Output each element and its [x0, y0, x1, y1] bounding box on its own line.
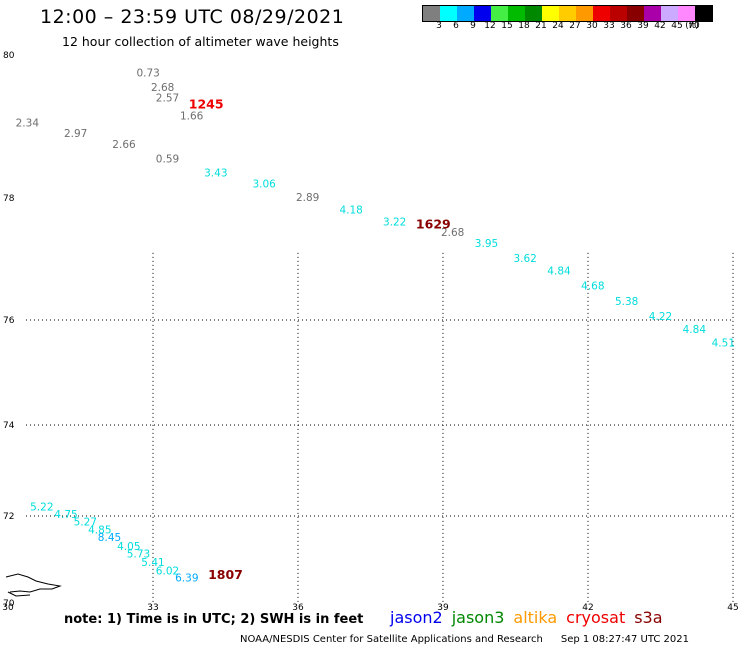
wave-height-label: 6.39 [175, 572, 198, 584]
wave-height-label: 3.22 [383, 216, 406, 228]
latitude-label: 74 [3, 421, 15, 431]
legend-label: 24 [552, 21, 564, 31]
legend-label: 6 [453, 21, 459, 31]
wave-height-label: 4.05 [117, 541, 140, 553]
legend-swatch [474, 6, 491, 21]
wave-height-label: 4.68 [581, 281, 604, 293]
wave-height-label: 4.22 [649, 311, 672, 323]
wave-height-label: 5.27 [74, 517, 97, 529]
wave-height-label: 4.75 [54, 509, 77, 521]
latitude-label: 70 [3, 599, 15, 609]
page-title: 12:00 – 23:59 UTC 08/29/2021 [40, 6, 345, 28]
wave-height-label: 4.85 [88, 524, 111, 536]
wave-height-label: 4.84 [683, 324, 707, 336]
wave-height-label: 1.66 [180, 110, 204, 122]
satellite-name-cryosat: cryosat [566, 608, 626, 627]
wave-height-label: 4.84 [547, 265, 571, 277]
legend-label: 45 [671, 21, 683, 31]
legend-unit: (ft) [685, 21, 699, 31]
coastline [5, 573, 62, 593]
longitude-label: 39 [437, 603, 449, 613]
legend-label: 3 [436, 21, 442, 31]
wave-height-label: 5.73 [127, 548, 150, 560]
latitude-label: 78 [3, 194, 15, 204]
wave-height-label: 4.18 [339, 204, 362, 216]
legend-label: 70 [688, 21, 700, 31]
pass-time-label: 1807 [208, 567, 243, 582]
legend-swatch [457, 6, 474, 21]
legend-label: 42 [654, 21, 666, 31]
legend-swatch [440, 6, 457, 21]
legend-swatch [593, 6, 610, 21]
color-legend-bar [422, 5, 713, 22]
pass-time-label: 1245 [189, 97, 224, 112]
wave-height-label: 6.02 [156, 566, 179, 578]
legend-swatch [525, 6, 542, 21]
footer: NOAA/NESDIS Center for Satellite Applica… [240, 634, 689, 645]
wave-height-label: 2.89 [296, 192, 319, 204]
legend-swatch [576, 6, 593, 21]
satellite-name-jason3: jason3 [451, 608, 505, 627]
legend-swatch [491, 6, 508, 21]
wave-height-label: 2.97 [64, 128, 87, 140]
wave-height-label: 3.62 [513, 253, 536, 265]
legend-label: 33 [603, 21, 615, 31]
wave-height-label: 2.57 [156, 92, 179, 104]
legend-label: 12 [484, 21, 496, 31]
legend-swatch [661, 6, 678, 21]
page-subtitle: 12 hour collection of altimeter wave hei… [62, 34, 339, 49]
pass-time-label: 1629 [416, 217, 451, 232]
legend-swatch [423, 6, 440, 21]
wave-height-label: 2.34 [16, 118, 40, 130]
wave-height-label: 4.51 [712, 337, 735, 349]
legend-label: 27 [569, 21, 581, 31]
longitude-label: 45 [727, 603, 738, 613]
legend-swatch [610, 6, 627, 21]
longitude-label: 33 [147, 603, 158, 613]
legend-swatch [542, 6, 559, 21]
note-text: note: 1) Time is in UTC; 2) SWH is in fe… [64, 612, 364, 627]
longitude-label: 42 [582, 603, 593, 613]
wave-height-label: 8.45 [98, 532, 121, 544]
wave-height-label: 0.59 [156, 153, 179, 165]
legend-swatch [695, 6, 712, 21]
legend-label: 36 [620, 21, 632, 31]
wave-height-label: 5.38 [615, 296, 638, 308]
legend-label: 18 [518, 21, 530, 31]
satellite-name-altika: altika [513, 608, 558, 627]
latitude-label: 80 [3, 51, 15, 61]
wave-height-label: 3.43 [204, 168, 227, 180]
legend-swatch [559, 6, 576, 21]
wave-height-label: 2.66 [112, 139, 136, 151]
satellite-name-s3a: s3a [634, 608, 663, 627]
latitude-label: 76 [3, 316, 15, 326]
satellite-name-jason2: jason2 [390, 608, 443, 627]
satellite-legend: jason2 jason3 altika cryosat s3a [390, 608, 672, 627]
wave-height-label: 2.68 [441, 227, 464, 239]
legend-swatch [508, 6, 525, 21]
longitude-label: 36 [292, 603, 304, 613]
coastline [7, 591, 31, 597]
footer-generated: Sep 1 08:27:47 UTC 2021 [560, 634, 689, 645]
legend-label: 15 [501, 21, 513, 31]
legend-label: 30 [586, 21, 598, 31]
legend-label: 21 [535, 21, 547, 31]
footer-org: NOAA/NESDIS Center for Satellite Applica… [240, 634, 543, 645]
legend-swatch [627, 6, 644, 21]
wave-height-label: 2.68 [151, 82, 174, 94]
wave-height-label: 0.73 [136, 67, 159, 79]
wave-height-label: 3.95 [475, 238, 498, 250]
wave-height-label: 3.06 [252, 178, 276, 190]
legend-label: 9 [470, 21, 476, 31]
wave-height-label: 5.22 [30, 502, 53, 514]
longitude-label: 30 [2, 603, 14, 613]
latitude-label: 72 [3, 512, 14, 522]
legend-label: 39 [637, 21, 649, 31]
wave-height-label: 5.41 [141, 557, 164, 569]
legend-swatch [644, 6, 661, 21]
legend-swatch [678, 6, 695, 21]
